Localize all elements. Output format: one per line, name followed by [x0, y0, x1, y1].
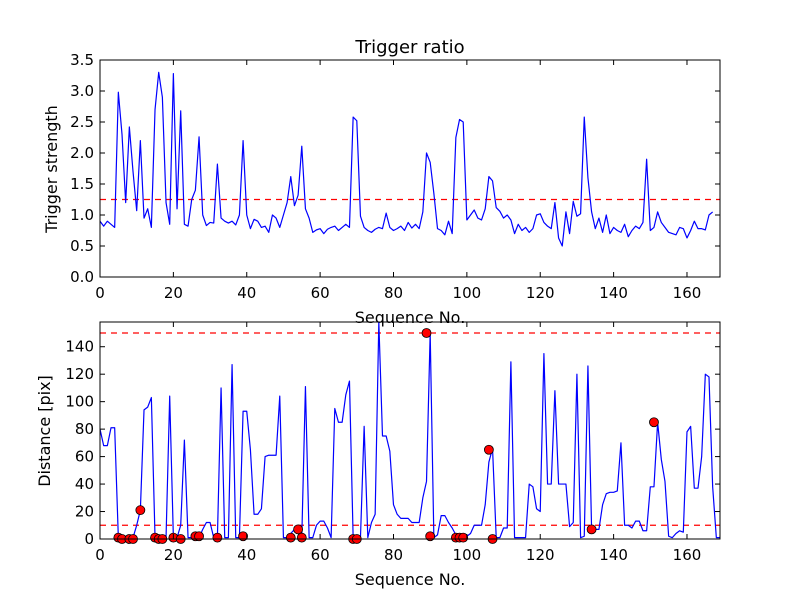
top-plot-frame [99, 59, 721, 278]
top-x-axis-label: Sequence No. [355, 308, 466, 327]
bottom-x-tick-label-2: 40 [237, 546, 256, 564]
top-x-tick-label-7: 140 [599, 284, 628, 302]
top-x-tick-label-5: 100 [453, 284, 482, 302]
bottom-x-tick-label-6: 120 [526, 546, 555, 564]
bottom-marker-point-24 [483, 444, 494, 455]
top-x-tick-label-3: 60 [311, 284, 330, 302]
top-y-tick-label-1: 0.5 [70, 237, 94, 255]
bottom-marker-point-12 [212, 532, 223, 543]
bottom-marker-point-15 [293, 524, 304, 535]
top-x-tick-label-2: 40 [237, 284, 256, 302]
top-x-tick-label-8: 160 [673, 284, 702, 302]
bottom-marker-point-4 [135, 505, 146, 516]
bottom-marker-point-14 [285, 532, 296, 543]
bottom-y-tick-label-1: 20 [75, 503, 94, 521]
bottom-y-tick-label-2: 40 [75, 475, 94, 493]
top-y-tick-label-5: 2.5 [70, 113, 94, 131]
bottom-x-tick-label-8: 160 [673, 546, 702, 564]
top-x-tick-label-0: 0 [95, 284, 105, 302]
bottom-y-tick-label-7: 140 [65, 338, 94, 356]
bottom-series-line-0 [100, 322, 720, 539]
top-y-tick-label-3: 1.5 [70, 175, 94, 193]
top-panel: Trigger ratio Sequence No. Trigger stren… [42, 37, 721, 327]
top-y-axis-label: Trigger strength [42, 105, 61, 234]
top-x-tick-label-4: 80 [384, 284, 403, 302]
bottom-panel: Sequence No. Distance [pix] 0 20 40 60 80 100… [35, 321, 721, 589]
bottom-x-tick-label-0: 0 [95, 546, 105, 564]
bottom-x-axis-label: Sequence No. [355, 570, 466, 589]
bottom-y-tick-label-5: 100 [65, 393, 94, 411]
bottom-y-tick-label-3: 60 [75, 448, 94, 466]
top-y-tick-label-4: 2.0 [70, 144, 94, 162]
top-y-tick-label-2: 1.0 [70, 206, 94, 224]
top-y-tick-label-0: 0.0 [70, 268, 94, 286]
bottom-x-tick-label-1: 20 [164, 546, 183, 564]
bottom-marker-point-16 [296, 532, 307, 543]
top-y-tick-label-6: 3.0 [70, 82, 94, 100]
bottom-y-tick-label-6: 120 [65, 365, 94, 383]
bottom-y-tick-label-0: 0 [84, 530, 94, 548]
bottom-y-tick-label-4: 80 [75, 420, 94, 438]
bottom-marker-point-27 [649, 417, 659, 428]
top-y-tick-label-7: 3.5 [70, 51, 94, 69]
bottom-x-tick-label-4: 80 [384, 546, 403, 564]
bottom-marker-point-19 [421, 328, 432, 338]
top-x-tick-label-6: 120 [526, 284, 555, 302]
bottom-x-tick-label-7: 140 [599, 546, 628, 564]
bottom-x-tick-label-3: 60 [311, 546, 330, 564]
bottom-marker-point-23 [458, 532, 469, 543]
bottom-x-tick-label-5: 100 [453, 546, 482, 564]
top-chart-title: Trigger ratio [354, 37, 464, 58]
top-series-line-0 [100, 71, 714, 247]
top-x-tick-label-1: 20 [164, 284, 183, 302]
bottom-y-axis-label: Distance [pix] [35, 375, 54, 487]
bottom-marker-point-26 [586, 524, 597, 535]
bottom-plot-frame [99, 321, 721, 540]
